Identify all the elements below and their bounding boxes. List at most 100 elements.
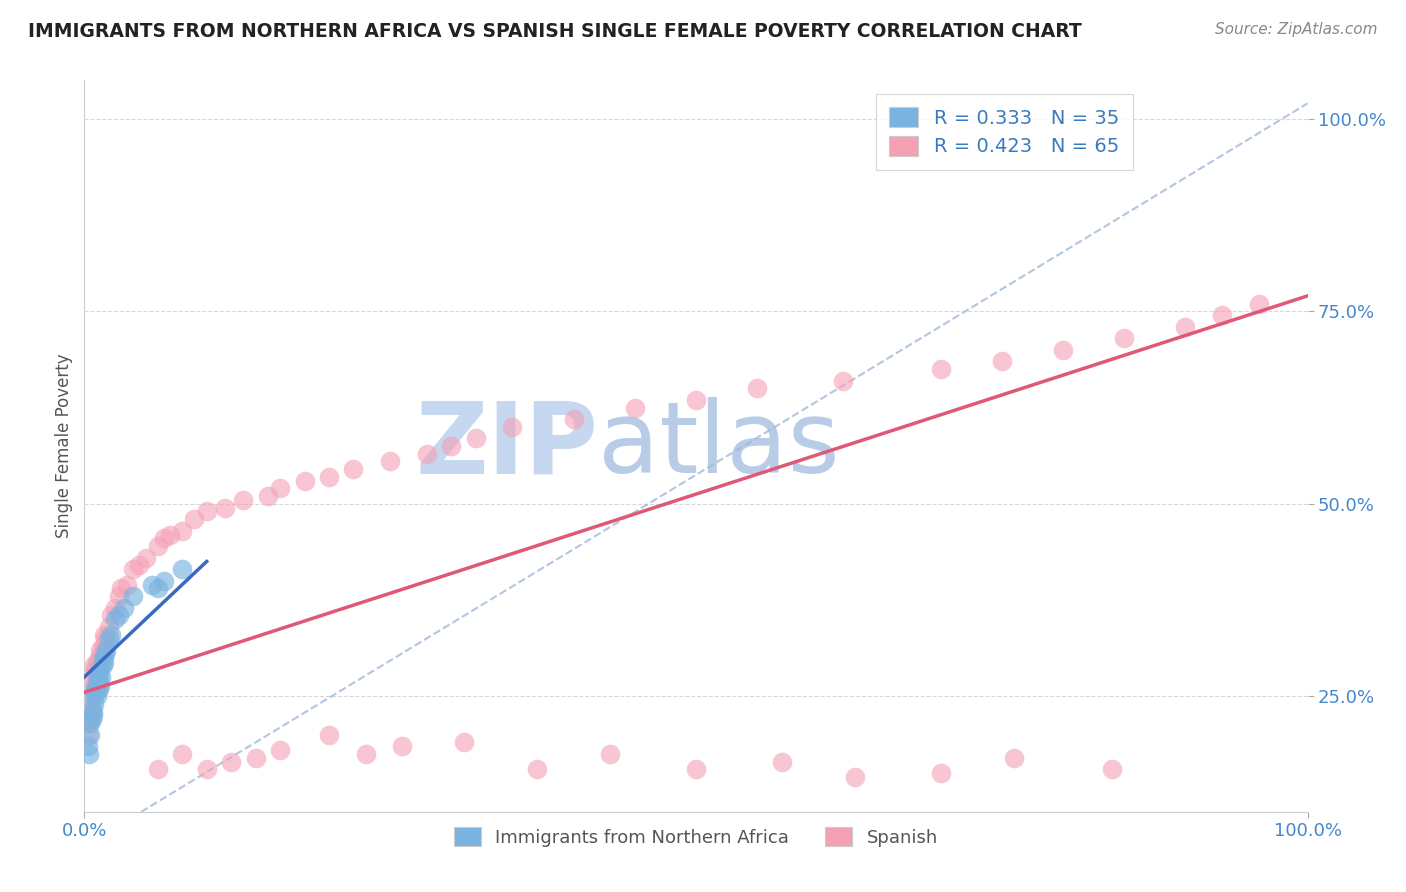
Point [453,735,475,749]
Point [153,574,176,588]
Point [91,658,114,673]
Point [380,454,402,468]
Point [107,589,129,603]
Point [77,705,100,719]
Point [84,681,107,696]
Point [79,716,101,731]
Point [232,492,254,507]
Point [929,766,952,780]
Point [97,620,120,634]
Point [245,751,267,765]
Point [128,558,150,573]
Point [172,747,194,761]
Point [685,763,707,777]
Point [87,666,110,681]
Point [107,608,129,623]
Point [86,670,108,684]
Point [104,612,127,626]
Point [100,608,122,623]
Text: atlas: atlas [598,398,839,494]
Point [89,678,111,692]
Point [89,643,111,657]
Point [318,470,340,484]
Point [82,705,104,719]
Point [844,770,866,784]
Point [1114,331,1136,345]
Point [146,763,169,777]
Point [80,673,103,688]
Point [89,662,111,676]
Point [991,354,1014,368]
Point [84,662,107,676]
Point [86,655,108,669]
Point [91,650,114,665]
Point [269,481,291,495]
Point [84,685,107,699]
Point [80,712,103,726]
Point [79,681,101,696]
Point [354,747,377,761]
Point [86,690,108,704]
Point [172,562,194,576]
Point [75,708,97,723]
Point [141,577,163,591]
Point [195,504,218,518]
Point [153,532,176,546]
Text: ZIP: ZIP [415,398,598,494]
Point [464,431,486,445]
Point [1174,319,1197,334]
Point [214,500,236,515]
Point [122,589,145,603]
Point [77,712,100,726]
Point [77,747,100,761]
Point [770,755,793,769]
Point [685,392,707,407]
Point [257,489,280,503]
Point [195,763,218,777]
Point [502,419,524,434]
Point [82,708,104,723]
Point [83,658,105,673]
Point [599,747,621,761]
Point [929,362,952,376]
Point [135,550,157,565]
Point [87,658,110,673]
Point [342,462,364,476]
Point [83,681,105,696]
Point [159,527,181,541]
Point [110,582,132,596]
Point [77,716,100,731]
Point [91,639,114,653]
Point [831,374,853,388]
Point [82,690,104,704]
Point [76,716,98,731]
Point [122,562,145,576]
Point [83,690,105,704]
Point [1247,296,1270,310]
Point [269,743,291,757]
Point [90,647,112,661]
Point [183,512,205,526]
Point [77,739,100,754]
Point [79,712,101,726]
Point [83,697,105,711]
Point [1101,763,1123,777]
Point [87,670,110,684]
Point [318,728,340,742]
Point [747,381,769,395]
Point [94,647,117,661]
Point [100,627,122,641]
Point [112,600,135,615]
Point [96,635,118,649]
Point [1211,308,1233,322]
Point [84,678,107,692]
Legend: Immigrants from Northern Africa, Spanish: Immigrants from Northern Africa, Spanish [447,820,945,854]
Point [94,632,117,646]
Point [96,643,118,657]
Point [416,447,439,461]
Point [90,670,112,684]
Text: Source: ZipAtlas.com: Source: ZipAtlas.com [1215,22,1378,37]
Point [440,439,463,453]
Point [294,474,316,488]
Point [146,539,169,553]
